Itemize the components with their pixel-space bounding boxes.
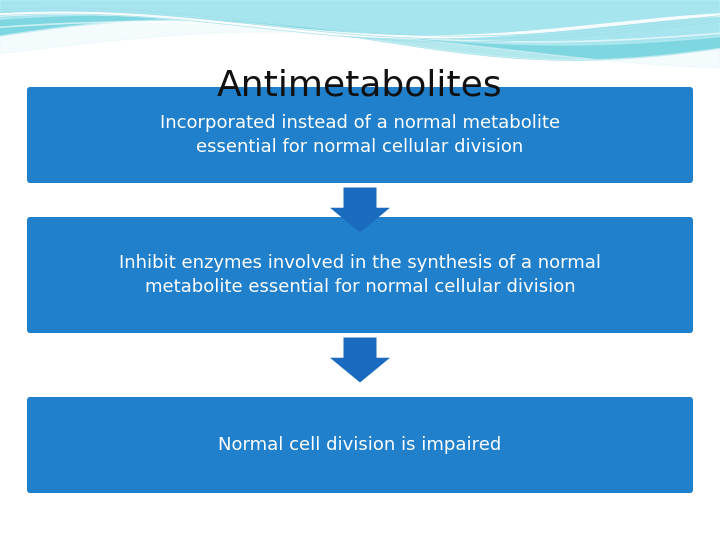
Text: Inhibit enzymes involved in the synthesis of a normal
metabolite essential for n: Inhibit enzymes involved in the synthesi…: [119, 253, 601, 296]
Text: Normal cell division is impaired: Normal cell division is impaired: [218, 436, 502, 454]
Text: Incorporated instead of a normal metabolite
essential for normal cellular divisi: Incorporated instead of a normal metabol…: [160, 113, 560, 157]
Polygon shape: [330, 187, 390, 233]
Polygon shape: [330, 338, 390, 382]
FancyBboxPatch shape: [27, 397, 693, 493]
FancyBboxPatch shape: [27, 87, 693, 183]
Text: Antimetabolites: Antimetabolites: [217, 68, 503, 102]
FancyBboxPatch shape: [27, 217, 693, 333]
